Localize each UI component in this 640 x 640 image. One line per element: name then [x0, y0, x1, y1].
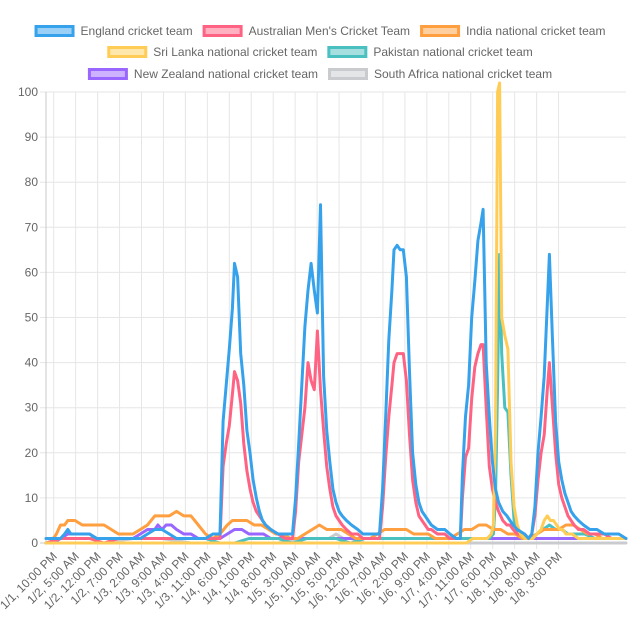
y-tick-label: 10 [25, 491, 39, 505]
legend-item-pakistan-national-cricket-team[interactable]: Pakistan national cricket team [327, 45, 533, 59]
legend-item-australian-men-s-cricket-team[interactable]: Australian Men's Cricket Team [202, 24, 410, 38]
legend-swatch [202, 25, 243, 37]
y-tick-label: 50 [25, 311, 39, 325]
legend-label: England cricket team [81, 24, 193, 38]
legend-item-england-cricket-team[interactable]: England cricket team [34, 24, 193, 38]
legend-label: Pakistan national cricket team [373, 45, 532, 59]
legend-label: New Zealand national cricket team [134, 67, 318, 81]
legend-label: South Africa national cricket team [374, 67, 552, 81]
legend: England cricket team Australian Men's Cri… [34, 24, 606, 81]
series-layer [44, 81, 628, 545]
legend-item-india-national-cricket-team[interactable]: India national cricket team [420, 24, 606, 38]
legend-swatch [107, 46, 148, 58]
series-line-india-national-cricket-team [44, 509, 628, 540]
y-tick-label: 80 [25, 175, 39, 189]
legend-item-south-africa-national-cricket-team[interactable]: South Africa national cricket team [328, 67, 553, 81]
series-line-australian-men-s-cricket-team [44, 329, 628, 545]
y-tick-label: 90 [25, 130, 39, 144]
y-tick-label: 60 [25, 265, 39, 279]
y-tick-label: 20 [25, 446, 39, 460]
legend-item-sri-lanka-national-cricket-team[interactable]: Sri Lanka national cricket team [107, 45, 318, 59]
legend-swatch [34, 25, 75, 37]
y-tick-label: 40 [25, 356, 39, 370]
legend-item-new-zealand-national-cricket-team[interactable]: New Zealand national cricket team [87, 67, 318, 81]
legend-swatch [327, 46, 368, 58]
legend-swatch [87, 68, 128, 80]
y-tick-label: 0 [31, 536, 38, 550]
legend-label: Australian Men's Cricket Team [249, 24, 410, 38]
y-tick-label: 100 [18, 85, 38, 99]
y-tick-label: 70 [25, 220, 39, 234]
y-tick-label: 30 [25, 401, 39, 415]
legend-label: India national cricket team [466, 24, 605, 38]
series-line-england-cricket-team [44, 203, 628, 540]
grid [40, 91, 626, 549]
legend-swatch [328, 68, 368, 80]
series-line-sri-lanka-national-cricket-team [44, 81, 628, 545]
legend-swatch [420, 25, 461, 37]
legend-label: Sri Lanka national cricket team [153, 45, 317, 59]
